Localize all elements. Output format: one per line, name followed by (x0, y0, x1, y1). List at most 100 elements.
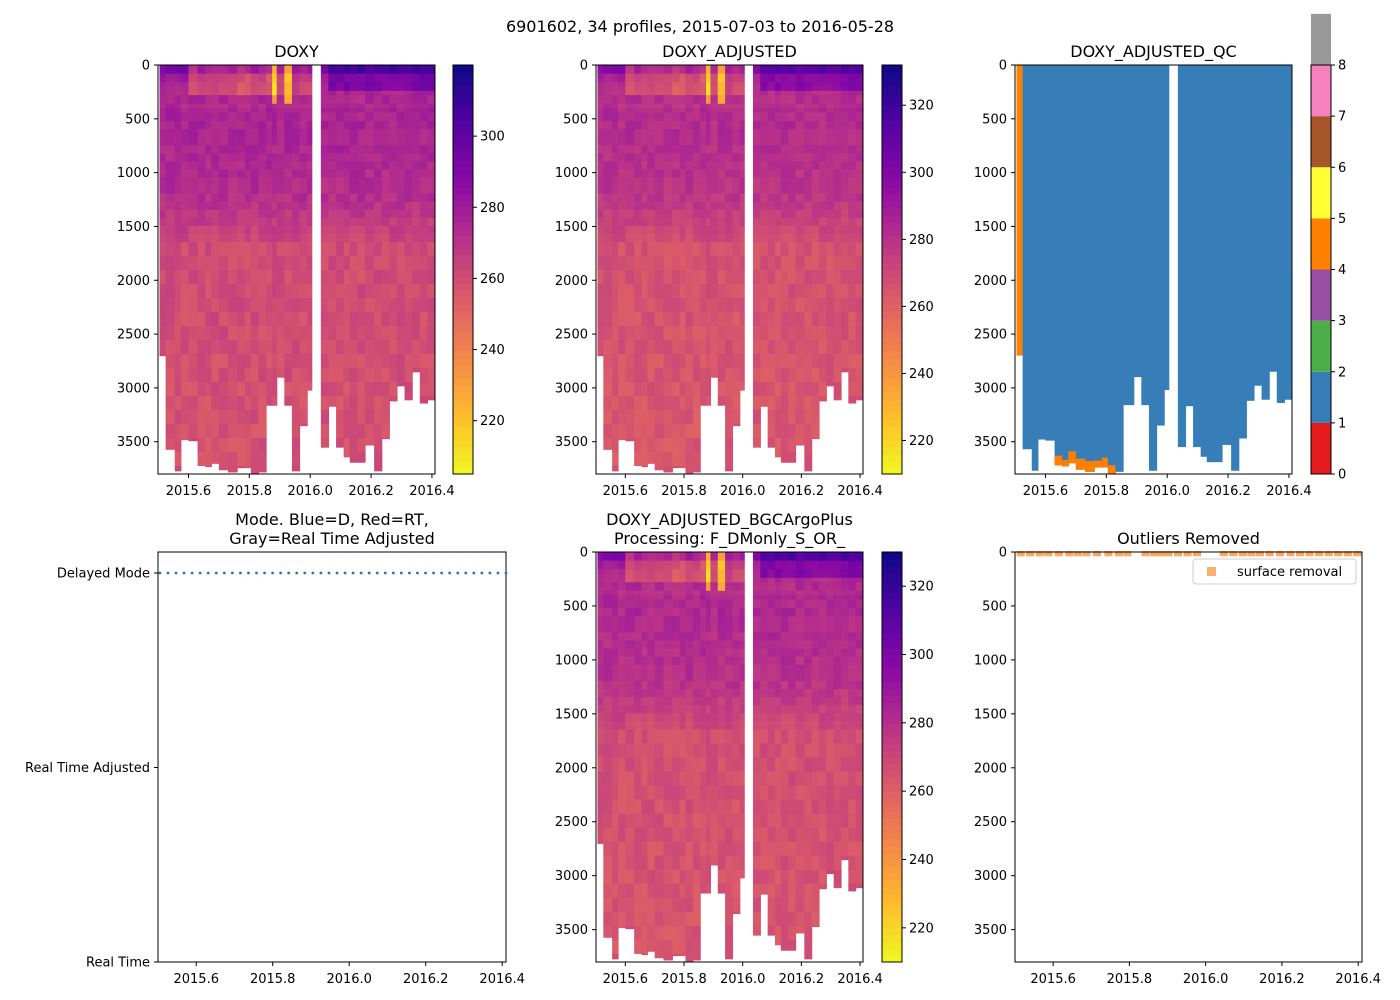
heatmap-cell (625, 883, 635, 899)
heatmap-cell (357, 65, 366, 70)
heatmap-cell (320, 193, 330, 203)
heatmap-cell (780, 73, 789, 79)
heatmap-cell (760, 582, 769, 588)
heatmap-cell (767, 869, 776, 885)
heatmap-cell (307, 73, 313, 79)
heatmap-cell (826, 827, 835, 843)
heatmap-cell (706, 586, 712, 592)
heatmap-cell (700, 680, 707, 690)
heatmap-cell (663, 564, 673, 570)
heatmap-cell (396, 381, 406, 387)
heatmap-cell (291, 233, 301, 243)
heatmap-cell (188, 77, 199, 83)
heatmap-cell (663, 465, 673, 473)
heatmap-cell (855, 569, 863, 575)
heatmap-cell (818, 217, 827, 227)
colorbar-segment (453, 405, 473, 414)
heatmap-cell (1238, 65, 1247, 439)
heatmap-cell (804, 298, 813, 313)
heatmap-cell (855, 161, 863, 171)
heatmap-cell (419, 145, 428, 154)
heatmap-cell (165, 95, 176, 101)
heatmap-cell (752, 339, 761, 355)
heatmap-cell (826, 757, 835, 773)
heatmap-cell (679, 590, 687, 596)
heatmap-cell (672, 108, 681, 113)
heatmap-cell (276, 112, 285, 118)
colorbar-segment (1311, 269, 1331, 321)
heatmap-cell (612, 785, 619, 801)
heatmap-cell (767, 705, 776, 714)
heatmap-cell (228, 339, 238, 355)
heatmap-cell (174, 256, 182, 271)
heatmap-cell (774, 256, 782, 271)
heatmap-cell (788, 680, 797, 690)
colorbar-segment (453, 262, 473, 270)
heatmap-cell (597, 813, 604, 829)
heatmap-cell (752, 95, 761, 101)
heatmap-cell (767, 664, 776, 674)
heatmap-cell (717, 103, 726, 109)
heatmap-cell (197, 137, 206, 146)
heatmap-cell (364, 326, 375, 341)
heatmap-cell (244, 69, 252, 75)
heatmap-cell (237, 161, 246, 171)
colorbar-segment (1311, 218, 1331, 270)
heatmap-cell (725, 116, 734, 122)
heatmap-cell (349, 185, 358, 195)
heatmap-cell (641, 827, 648, 843)
heatmap-cell (237, 465, 246, 469)
heatmap-cell (710, 569, 719, 575)
heatmap-cell (774, 855, 782, 871)
heatmap-cell (272, 381, 278, 397)
heatmap-cell (218, 169, 229, 179)
heatmap-cell (692, 395, 701, 411)
heatmap-cell (343, 284, 351, 299)
heatmap-cell (237, 185, 246, 195)
heatmap-cell (855, 217, 863, 227)
heatmap-cell (692, 73, 701, 79)
heatmap-cell (752, 573, 761, 579)
heatmap-cell (818, 729, 827, 745)
heatmap-cell (692, 616, 701, 625)
heatmap-cell (780, 99, 789, 105)
heatmap-cell (625, 65, 635, 70)
heatmap-cell (336, 108, 345, 113)
heatmap-cell (174, 99, 182, 105)
heatmap-cell (218, 82, 229, 88)
heatmap-cell (647, 395, 656, 411)
heatmap-cell (218, 177, 229, 187)
heatmap-cell (848, 608, 857, 617)
heatmap-cell (266, 82, 273, 88)
heatmap-cell (855, 564, 863, 570)
heatmap-cell (788, 743, 797, 759)
heatmap-cell (855, 256, 863, 271)
heatmap-cell (244, 145, 252, 154)
heatmap-cell (795, 120, 805, 130)
heatmap-cell (603, 298, 613, 313)
heatmap-cell (654, 153, 665, 162)
heatmap-cell (343, 65, 351, 70)
heatmap-cell (625, 217, 635, 227)
heatmap-cell (679, 648, 687, 658)
heatmap-cell (804, 256, 813, 271)
heatmap-cell (603, 120, 613, 130)
heatmap-cell (700, 381, 707, 397)
heatmap-cell (180, 65, 190, 70)
heatmap-cell (725, 367, 734, 383)
heatmap-cell (672, 153, 681, 162)
heatmap-cell (848, 595, 857, 601)
heatmap-cell (364, 177, 375, 187)
heatmap-cell (211, 451, 220, 464)
x-tick-label: 2016.2 (779, 484, 825, 499)
heatmap-cell (357, 185, 366, 195)
colorbar-tick-label: 3 (1338, 314, 1346, 329)
heatmap-cell (634, 225, 643, 235)
heatmap-cell (706, 298, 712, 313)
heatmap-cell (826, 95, 835, 101)
heatmap-cell (840, 590, 849, 596)
heatmap-cell (307, 161, 313, 171)
heatmap-cell (767, 112, 776, 118)
heatmap-cell (710, 595, 719, 601)
heatmap-cell (685, 339, 694, 355)
